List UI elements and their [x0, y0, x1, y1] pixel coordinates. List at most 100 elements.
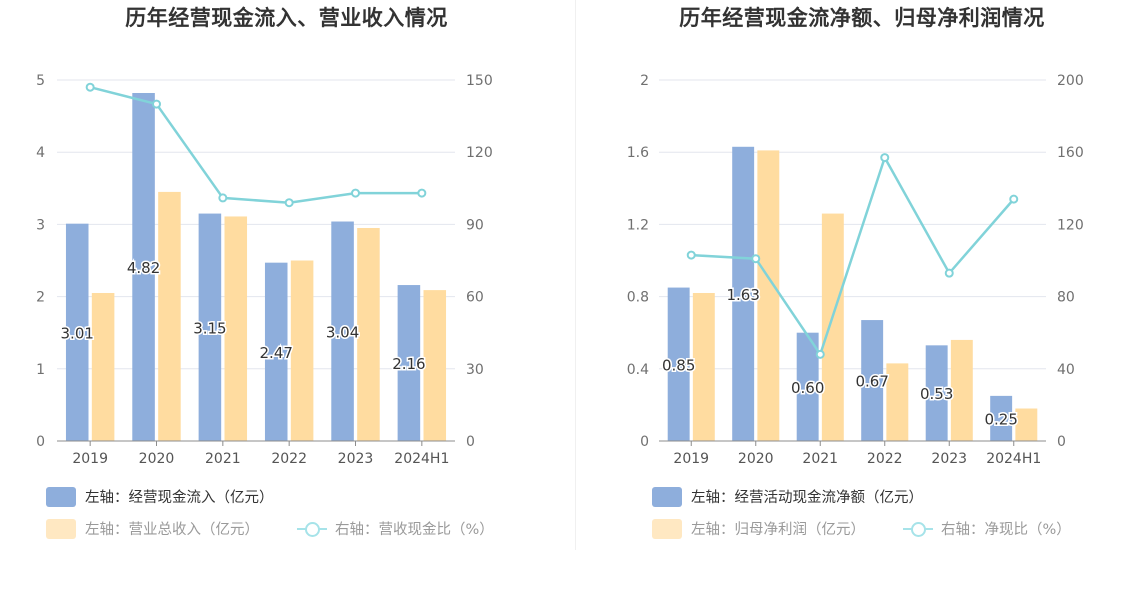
- legend-item-net-operating-cash-flow[interactable]: 左轴：经营活动现金流净额（亿元）: [652, 486, 923, 507]
- y-tick-right: 40: [1057, 362, 1075, 378]
- data-label: 3.01: [61, 324, 94, 342]
- y-tick-right: 0: [466, 434, 475, 450]
- y-tick-right: 120: [1057, 217, 1084, 233]
- line-point: [284, 198, 294, 208]
- y-tick-left: 2: [36, 290, 45, 306]
- chart-panel-net-cash-flow: 历年经营现金流净额、归母净利润情况 0 0 0.4 40 0.8 80 1.2 120 1.6 1…: [577, 0, 1147, 589]
- x-tick-label: 2022: [271, 451, 307, 467]
- y-tick-right: 200: [1057, 73, 1084, 89]
- legend-label: 左轴：经营现金流入（亿元）: [85, 490, 274, 506]
- y-tick-right: 30: [466, 362, 484, 378]
- x-tick-label: 2022: [867, 451, 903, 467]
- bar-series-1: [732, 146, 755, 441]
- legend-item-net-profit[interactable]: 左轴：归母净利润（亿元）: [652, 518, 865, 539]
- line-point: [218, 193, 228, 203]
- y-tick-left: 0: [640, 434, 649, 450]
- x-tick-label: 2023: [338, 451, 374, 467]
- y-tick-left: 0: [36, 434, 45, 450]
- chart-title: 历年经营现金流净额、归母净利润情况: [679, 6, 1045, 30]
- legend-swatch-bar-yellow: [46, 518, 76, 539]
- legend-item-cash-revenue-ratio[interactable]: 右轴：营收现金比（%）: [297, 518, 494, 539]
- legend-label: 右轴：净现比（%）: [941, 522, 1071, 538]
- bar-series-2: [886, 363, 909, 441]
- legend-swatch-bar-blue: [652, 486, 682, 507]
- data-label: 2.16: [392, 355, 425, 373]
- bar-series-2: [423, 290, 447, 441]
- line-series: [691, 154, 1015, 358]
- legend-label: 右轴：营收现金比（%）: [335, 522, 494, 538]
- data-label: 3.04: [326, 323, 359, 341]
- chart-title: 历年经营现金流入、营业收入情况: [125, 6, 448, 30]
- legend-label: 左轴：营业总收入（亿元）: [85, 522, 259, 538]
- y-tick-right: 60: [466, 290, 484, 306]
- bar-series-1: [925, 345, 948, 441]
- legend-line-marker-icon: [903, 519, 933, 539]
- data-label: 0.67: [855, 373, 888, 391]
- x-tick-label: 2020: [139, 451, 175, 467]
- y-tick-left: 1.2: [627, 217, 649, 233]
- data-label: 4.82: [127, 259, 160, 277]
- legend-line-marker-icon: [297, 519, 327, 539]
- chart-plot-cash-inflow: 0 0 1 30 2 60 3 90 4 120 5 150 2019 2020 2021 2022 2023 2…: [36, 73, 493, 467]
- line-point: [686, 250, 696, 260]
- line-point: [152, 99, 161, 109]
- panel-divider: [575, 0, 576, 550]
- line-point: [815, 349, 825, 359]
- bar-series-1: [861, 320, 884, 441]
- data-label: 0.85: [662, 356, 695, 374]
- bar-series-2: [821, 213, 844, 441]
- data-label: 0.60: [791, 379, 824, 397]
- line-series: [89, 86, 422, 204]
- y-tick-left: 5: [36, 73, 45, 89]
- y-tick-right: 150: [466, 73, 493, 89]
- y-tick-right: 80: [1057, 290, 1075, 306]
- bar-series-1: [990, 395, 1013, 441]
- bar-series-2: [950, 339, 973, 441]
- data-label: 3.15: [193, 319, 226, 337]
- bar-series-1: [65, 223, 89, 441]
- bar-series-2: [290, 260, 314, 441]
- bar-series-2: [692, 292, 715, 441]
- chart-panel-cash-inflow: 历年经营现金流入、营业收入情况 0 0 1 30 2 60 3 90 4 120 5 150 2019 2…: [0, 0, 573, 589]
- bar-series-2: [757, 150, 780, 441]
- legend-item-net-cash-ratio[interactable]: 右轴：净现比（%）: [903, 518, 1071, 539]
- data-label: 1.63: [726, 286, 759, 304]
- line-point: [751, 254, 761, 264]
- bar-series-2: [1015, 408, 1038, 441]
- bar-series-2: [91, 292, 115, 441]
- bar-series-1: [667, 287, 690, 441]
- bar-series-2: [158, 191, 181, 441]
- x-tick-label: 2024H1: [986, 451, 1041, 467]
- y-tick-right: 120: [466, 145, 493, 161]
- line-point: [880, 153, 890, 163]
- legend-swatch-bar-blue: [46, 486, 76, 507]
- x-tick-label: 2023: [931, 451, 967, 467]
- legend-label: 左轴：归母净利润（亿元）: [691, 522, 865, 538]
- bar-series-1: [198, 213, 222, 441]
- line-point: [1009, 194, 1019, 204]
- y-tick-left: 1.6: [627, 145, 649, 161]
- y-tick-right: 90: [466, 217, 484, 233]
- legend-item-cash-inflow[interactable]: 左轴：经营现金流入（亿元）: [46, 486, 274, 507]
- legend-swatch-bar-yellow: [652, 518, 682, 539]
- bar-series-1: [264, 262, 288, 441]
- line-point: [85, 82, 95, 92]
- y-tick-right: 160: [1057, 145, 1084, 161]
- line-point: [417, 188, 427, 198]
- x-tick-label: 2019: [673, 451, 709, 467]
- line-point: [351, 188, 360, 198]
- bar-series-1: [397, 285, 421, 441]
- line-point: [944, 268, 954, 278]
- x-tick-label: 2020: [738, 451, 774, 467]
- y-tick-left: 0.4: [627, 362, 649, 378]
- bar-series-1: [331, 221, 354, 441]
- x-tick-label: 2021: [205, 451, 241, 467]
- y-tick-left: 4: [36, 145, 45, 161]
- bar-series-1: [796, 332, 819, 441]
- legend-item-revenue[interactable]: 左轴：营业总收入（亿元）: [46, 518, 259, 539]
- data-label: 0.53: [920, 385, 953, 403]
- bar-series-1: [132, 92, 155, 441]
- legend-label: 左轴：经营活动现金流净额（亿元）: [691, 490, 923, 506]
- y-tick-right: 0: [1057, 434, 1066, 450]
- x-tick-label: 2024H1: [394, 451, 449, 467]
